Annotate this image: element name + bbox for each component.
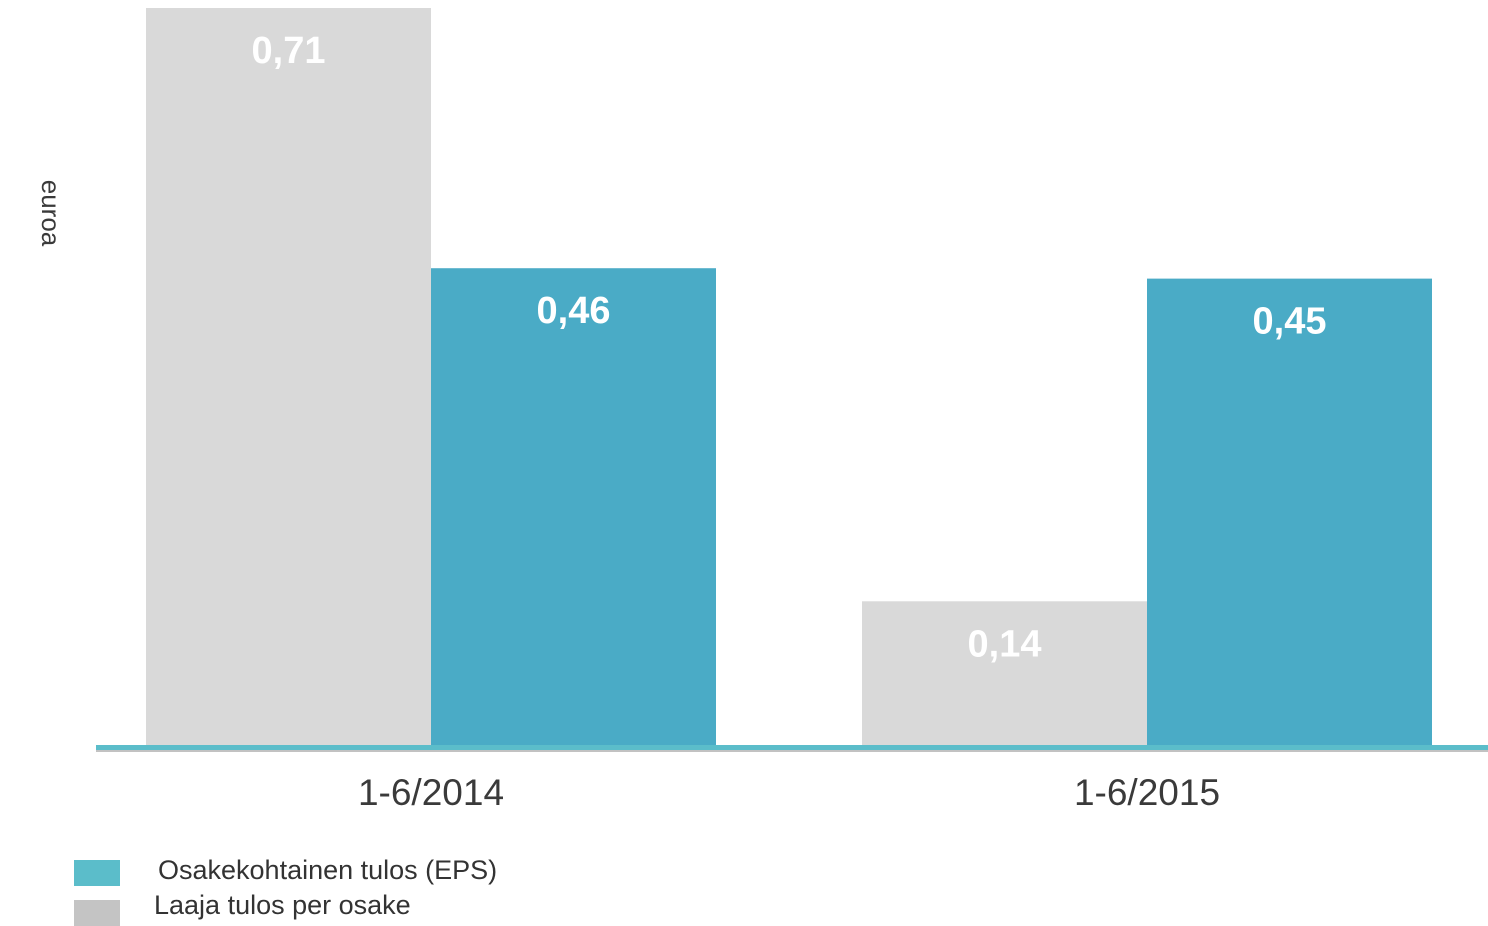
- x-tick-label-1: 1-6/2014: [358, 772, 504, 813]
- bar-comprehensive-1: [146, 8, 431, 747]
- x-axis-line: [96, 745, 1488, 750]
- data-label-eps-2: 0,45: [1253, 301, 1327, 343]
- bar-comprehensive-2: [862, 601, 1147, 747]
- legend-swatch-comprehensive: [74, 900, 120, 926]
- x-tick-label-2: 1-6/2015: [1074, 772, 1220, 813]
- legend-swatch-eps: [74, 860, 120, 886]
- bar-eps-1: [431, 268, 716, 747]
- data-label-comprehensive-1: 0,71: [252, 30, 326, 72]
- data-label-comprehensive-2: 0,14: [968, 623, 1042, 665]
- x-axis-shadow: [96, 750, 1488, 752]
- legend-label-comprehensive: Laaja tulos per osake: [154, 890, 411, 920]
- y-axis-title: euroa: [36, 180, 66, 247]
- data-label-eps-1: 0,46: [537, 290, 611, 332]
- legend-label-eps: Osakekohtainen tulos (EPS): [158, 855, 498, 885]
- bar-eps-2: [1147, 278, 1432, 747]
